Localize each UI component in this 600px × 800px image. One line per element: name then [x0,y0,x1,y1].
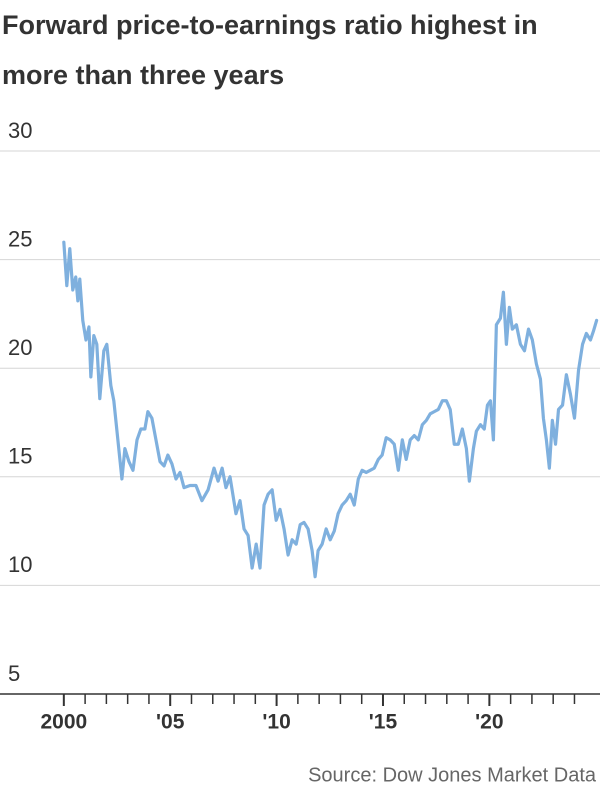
x-tick-label: 2000 [40,711,87,734]
y-tick-label: 10 [8,552,32,577]
y-tick-label: 5 [8,661,20,686]
x-tick-label: '05 [156,711,185,734]
y-tick-label: 25 [8,226,32,251]
y-tick-label: 30 [8,118,32,143]
y-tick-label: 20 [8,335,32,360]
line [62,240,599,579]
x-tick-label: '10 [262,711,290,734]
source: Source: Dow Jones Market Data [308,764,597,786]
y-tick-label: 15 [8,444,32,469]
x-tick-label: '20 [475,711,503,734]
x-tick-label: '15 [369,711,398,734]
chart-title: Forward price-to-earnings ratio highest … [2,10,538,90]
